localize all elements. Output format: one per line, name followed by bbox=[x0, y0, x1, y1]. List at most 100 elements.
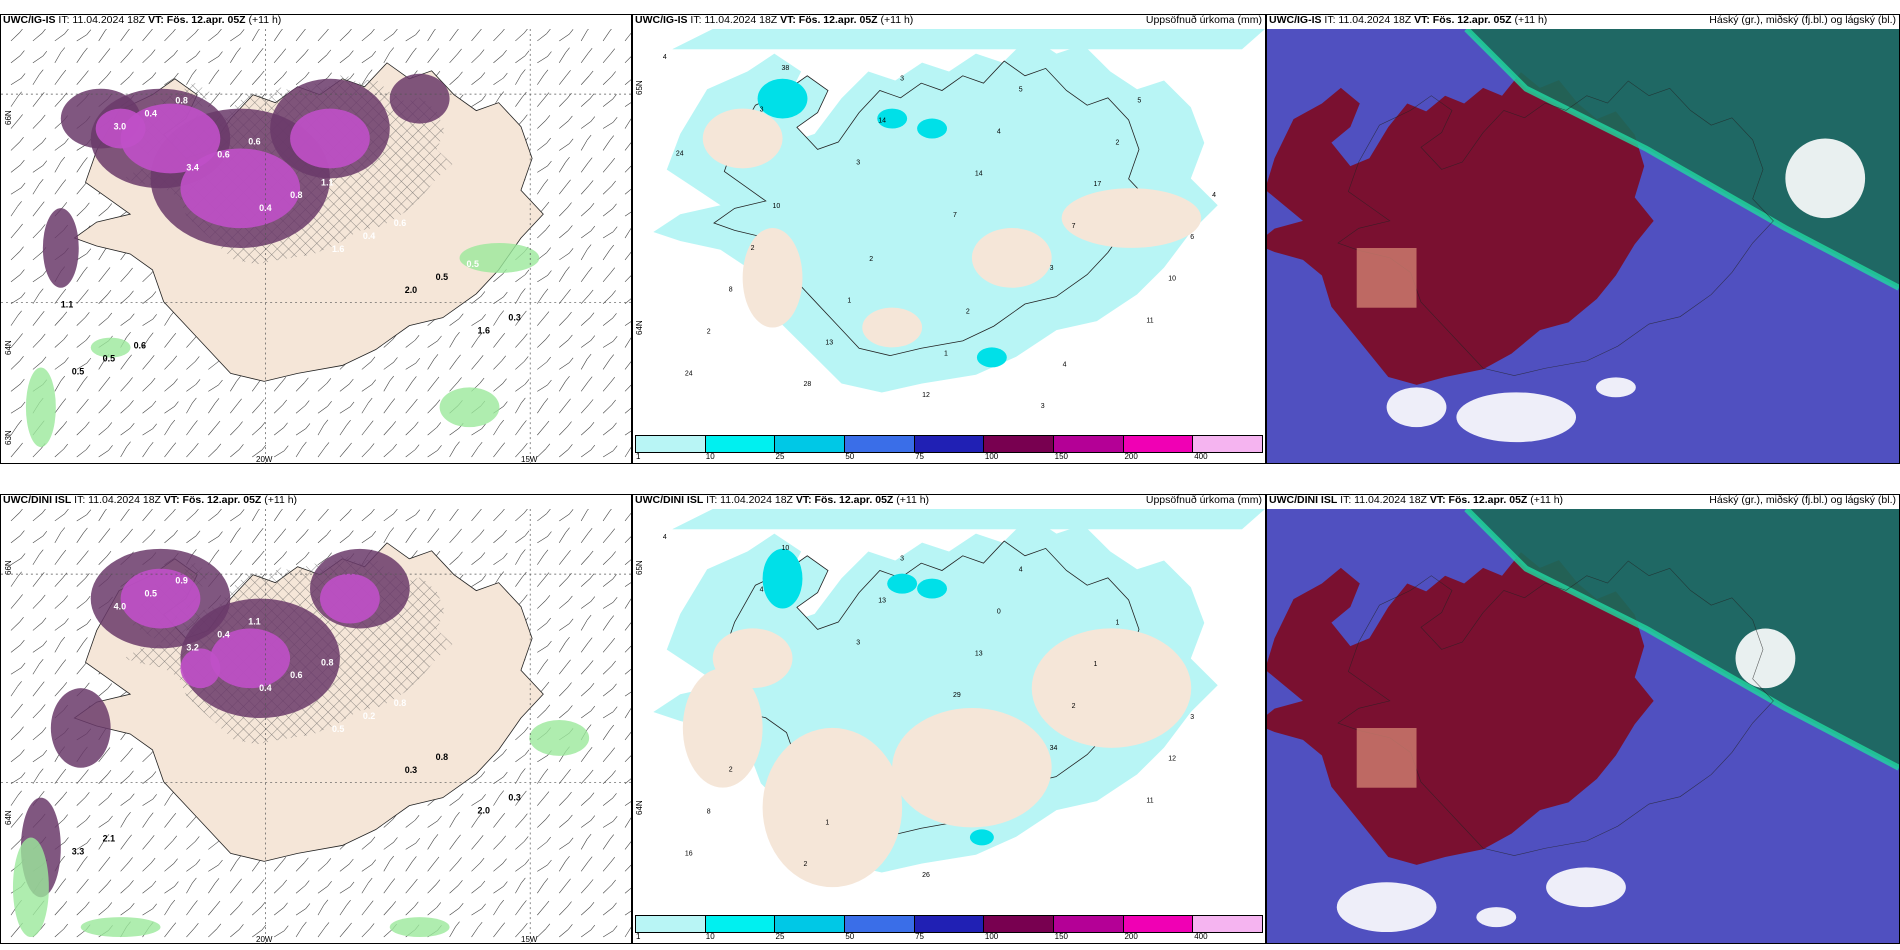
wind-barb-flag bbox=[20, 292, 26, 298]
panel-ig-is-cloud-cover: UWC/IG-IS IT: 11.04.2024 18Z VT: Fös. 12… bbox=[1266, 14, 1900, 464]
wind-barb bbox=[471, 31, 480, 42]
wind-barb bbox=[537, 577, 546, 587]
wind-barb-flag bbox=[588, 660, 594, 666]
wind-barb-flag bbox=[63, 923, 68, 930]
low-cloud-area bbox=[1466, 29, 1899, 288]
wind-barb bbox=[295, 382, 305, 392]
wind-barb bbox=[295, 76, 306, 85]
wind-barb bbox=[471, 862, 481, 872]
map-area[interactable]: 4 4 3 29 34 11 16 10 13 13 2 12 8 2 3 0 1 3 2 1 26 4 1 bbox=[633, 509, 1265, 915]
precip-value-label: 24 bbox=[685, 370, 693, 377]
wind-barb-flag bbox=[367, 397, 373, 404]
precip-value-label: 14 bbox=[975, 170, 983, 177]
wind-barb bbox=[252, 449, 263, 458]
wind-barb-flag bbox=[480, 72, 486, 78]
wind-barb bbox=[230, 34, 241, 42]
wind-barb bbox=[295, 405, 306, 414]
wind-barb bbox=[120, 427, 131, 436]
wind-barb-flag bbox=[612, 706, 618, 712]
wind-barb bbox=[624, 32, 631, 42]
wind-barb-flag bbox=[19, 726, 24, 732]
wind-barb bbox=[602, 510, 611, 522]
wind-barb bbox=[471, 446, 479, 458]
value-label: 3.3 bbox=[72, 846, 84, 856]
wind-barb bbox=[54, 687, 64, 697]
wind-barb-flag bbox=[503, 401, 508, 407]
wind-barb-flag bbox=[568, 705, 573, 711]
wind-barb bbox=[76, 207, 86, 217]
map-area[interactable]: 4 3 3 7 3 11 24 38 14 14 7 10 2 28 3 4 17 6 8 13 12 5 2 4 2 1 1 3 5 2… bbox=[633, 29, 1265, 435]
wind-barb bbox=[10, 360, 20, 370]
wind-barb bbox=[449, 533, 458, 544]
wind-barb bbox=[493, 886, 504, 894]
panel-subtitle: Uppsöfnuð úrkoma (mm) bbox=[1145, 494, 1262, 506]
wind-barb-flag bbox=[589, 682, 595, 689]
wind-barb-flag bbox=[215, 900, 221, 907]
wind-barb-flag bbox=[214, 398, 220, 404]
wind-barb-flag bbox=[40, 923, 46, 929]
panel-subtitle: Háský (gr.), miðský (fj.bl.) og lágský (… bbox=[1709, 14, 1896, 26]
wind-barb-flag bbox=[611, 660, 616, 667]
wind-barb-flag bbox=[587, 637, 593, 643]
wind-barb bbox=[449, 907, 460, 916]
wind-barb bbox=[54, 796, 64, 806]
wind-barb-flag bbox=[479, 857, 485, 864]
wind-barb bbox=[558, 532, 566, 544]
wind-barb-flag bbox=[547, 640, 552, 647]
wind-barb bbox=[32, 33, 43, 42]
wind-barb bbox=[10, 274, 21, 283]
wind-barb-flag bbox=[108, 815, 113, 822]
wind-barb-flag bbox=[393, 509, 398, 515]
map-area[interactable] bbox=[1267, 29, 1899, 463]
wind-barb bbox=[273, 556, 283, 565]
wind-barb-flag bbox=[389, 375, 394, 382]
map-area[interactable]: 0.5 3.0 3.4 0.4 1.6 2.0 1.6 0.5 0.4 0.6 0.8 0.4 0.5 0… bbox=[1, 29, 631, 463]
wind-barb-flag bbox=[586, 29, 589, 31]
wind-barb bbox=[142, 817, 150, 828]
wind-barb-flag bbox=[170, 419, 176, 426]
wind-barb bbox=[273, 510, 282, 522]
wind-barb-flag bbox=[259, 528, 264, 534]
panel-ig-is-accum-precip: UWC/IG-IS IT: 11.04.2024 18Z VT: Fös. 12… bbox=[632, 14, 1266, 464]
wind-barb-flag bbox=[63, 334, 68, 340]
wind-barb-flag bbox=[41, 727, 47, 733]
value-label: 0.5 bbox=[332, 724, 344, 734]
wind-barb bbox=[120, 405, 130, 414]
wind-barb-flag bbox=[149, 441, 154, 448]
wind-barb-flag bbox=[172, 509, 176, 513]
wind-barb bbox=[98, 688, 109, 697]
wind-barb bbox=[295, 926, 303, 938]
map-area[interactable] bbox=[1267, 509, 1899, 943]
wind-barb-flag bbox=[458, 551, 463, 557]
precip-mid-area bbox=[976, 347, 1007, 368]
wind-barb bbox=[317, 383, 328, 392]
wind-barb bbox=[10, 558, 22, 565]
map-area[interactable]: 0.4 4.0 3.2 0.4 0.5 0.3 2.0 3.3 0.5 0.4 0.6 0.2 0.8 0… bbox=[1, 509, 631, 943]
wind-barb-flag bbox=[61, 878, 67, 884]
precip-value-label: 14 bbox=[878, 118, 886, 125]
wind-barb-flag bbox=[502, 748, 507, 755]
wind-barb bbox=[76, 426, 86, 436]
wind-barb-flag bbox=[545, 595, 551, 601]
wind-barb bbox=[142, 446, 150, 458]
wind-barb-flag bbox=[611, 879, 616, 886]
wind-barb bbox=[208, 33, 218, 42]
wind-barb bbox=[449, 359, 457, 370]
precip-value-label: 2 bbox=[1115, 139, 1119, 146]
wind-barb bbox=[558, 162, 566, 173]
wind-barb bbox=[624, 817, 631, 828]
wind-barb-flag bbox=[239, 924, 244, 930]
wind-barb-flag bbox=[413, 550, 418, 556]
wind-barb-flag bbox=[305, 903, 311, 909]
wind-barb bbox=[10, 599, 19, 609]
wind-barb bbox=[580, 358, 588, 370]
wind-barb-flag bbox=[192, 549, 197, 555]
wind-barb bbox=[383, 883, 392, 894]
wind-barb bbox=[54, 161, 62, 173]
wind-barb-flag bbox=[195, 836, 200, 842]
colorbar-tick-label: 10 bbox=[705, 452, 715, 461]
wind-barb bbox=[10, 644, 21, 653]
wind-barb-flag bbox=[281, 528, 287, 534]
wind-barb-flag bbox=[435, 879, 441, 885]
wind-barb bbox=[602, 359, 611, 370]
